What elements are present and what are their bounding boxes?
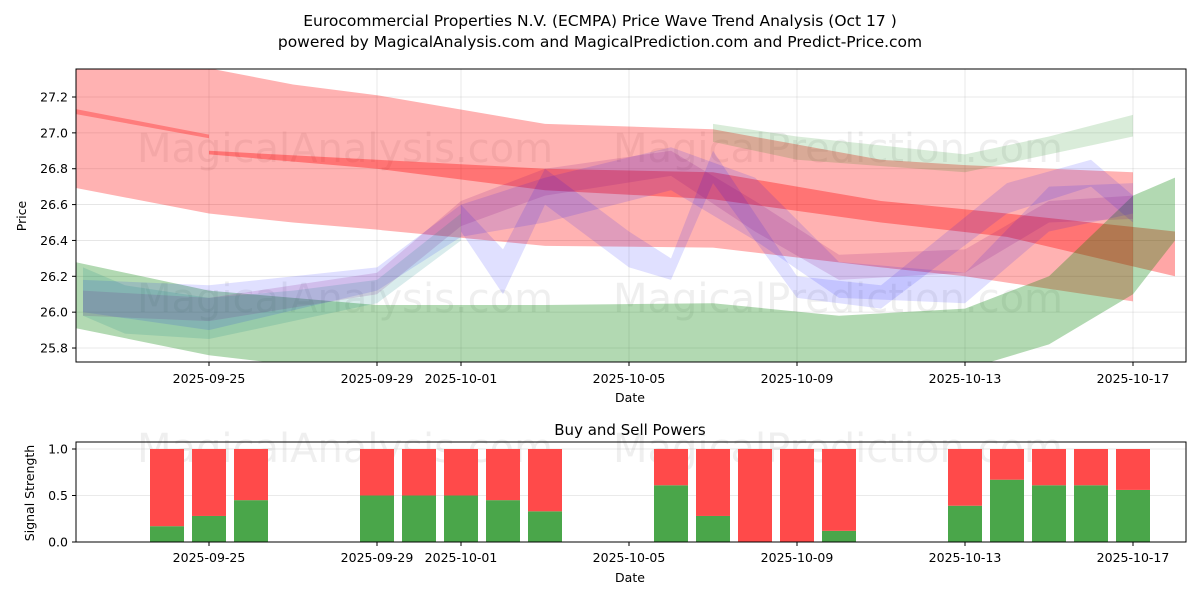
sell-power-bar bbox=[822, 449, 856, 531]
signal-y-ticks: 0.0 0.5 1.0 bbox=[48, 442, 76, 550]
green-upper-band bbox=[713, 114, 1133, 173]
signal-axes-frame bbox=[75, 441, 1187, 543]
buy-power-bar bbox=[150, 526, 184, 542]
sell-power-bar bbox=[444, 449, 478, 496]
buy-power-bar bbox=[990, 479, 1024, 542]
signal-x-tick-label: 2025-10-05 bbox=[593, 550, 666, 565]
buy-power-bar bbox=[402, 495, 436, 542]
sell-power-bar bbox=[948, 449, 982, 506]
price-y-tick-label: 26.2 bbox=[40, 269, 68, 284]
buy-power-bar bbox=[360, 495, 394, 542]
buy-power-bar bbox=[1074, 485, 1108, 542]
signal-x-tick-label: 2025-10-09 bbox=[761, 550, 834, 565]
sell-power-bar bbox=[528, 449, 562, 512]
signal-y-tick-label: 1.0 bbox=[48, 442, 68, 457]
buy-power-bar bbox=[1032, 485, 1066, 542]
price-axes-frame bbox=[75, 68, 1187, 363]
price-y-tick-label: 27.0 bbox=[40, 125, 68, 140]
green-lower-band bbox=[76, 177, 1175, 362]
signal-x-tick-label: 2025-10-13 bbox=[929, 550, 1002, 565]
price-y-tick-label: 26.6 bbox=[40, 197, 68, 212]
price-y-ticks: 25.8 26.0 26.2 26.4 26.6 26.8 27.0 27.2 bbox=[40, 90, 76, 356]
chart-title: Eurocommercial Properties N.V. (ECMPA) P… bbox=[303, 12, 897, 30]
buy-power-bar bbox=[948, 505, 982, 542]
signal-y-tick-label: 0.5 bbox=[48, 488, 68, 503]
price-x-ticks: 2025-09-25 2025-09-29 2025-10-01 2025-10-05… bbox=[173, 362, 1170, 386]
signal-bars bbox=[150, 449, 1150, 542]
red-main-trend bbox=[209, 150, 1175, 277]
watermark-analysis-top: MagicalAnalysis.com bbox=[137, 126, 553, 172]
blue-wave-1 bbox=[83, 147, 1133, 331]
signal-x-ticks: 2025-09-25 2025-09-29 2025-10-01 2025-10-05… bbox=[173, 542, 1170, 565]
sell-power-bar bbox=[738, 449, 772, 542]
price-y-tick-label: 26.4 bbox=[40, 233, 68, 248]
buy-power-bar bbox=[444, 495, 478, 542]
sell-power-bar bbox=[192, 449, 226, 516]
signal-x-label: Date bbox=[615, 570, 645, 585]
sell-power-bar bbox=[360, 449, 394, 496]
signal-y-label: Signal Strength bbox=[22, 445, 37, 541]
price-x-tick-label: 2025-09-29 bbox=[341, 371, 414, 386]
sell-power-bar bbox=[234, 449, 268, 501]
buy-power-bar bbox=[696, 515, 730, 542]
buy-power-bar bbox=[822, 530, 856, 542]
sell-power-bar bbox=[1032, 449, 1066, 486]
buy-power-bar bbox=[234, 500, 268, 542]
sell-power-bar bbox=[486, 449, 520, 501]
red-upper-band-2 bbox=[76, 109, 209, 139]
sell-power-bar bbox=[696, 449, 730, 516]
signal-x-tick-label: 2025-10-17 bbox=[1097, 550, 1170, 565]
sell-power-bar bbox=[654, 449, 688, 486]
price-x-tick-label: 2025-10-09 bbox=[761, 371, 834, 386]
signal-chart-title: Buy and Sell Powers bbox=[554, 421, 706, 439]
price-x-tick-label: 2025-10-01 bbox=[425, 371, 498, 386]
buy-power-bar bbox=[528, 511, 562, 542]
sell-power-bar bbox=[990, 449, 1024, 480]
watermark-prediction-bottom: MagicalPrediction.com bbox=[613, 276, 1063, 322]
signal-chart: Buy and Sell Powers MagicalAnalysis.com … bbox=[22, 421, 1187, 585]
price-grid bbox=[76, 69, 1186, 362]
price-y-tick-label: 25.8 bbox=[40, 341, 68, 356]
teal-wave bbox=[83, 213, 461, 340]
price-x-tick-label: 2025-10-13 bbox=[929, 371, 1002, 386]
signal-x-tick-label: 2025-10-01 bbox=[425, 550, 498, 565]
sell-power-bar bbox=[1074, 449, 1108, 486]
price-y-tick-label: 27.2 bbox=[40, 90, 68, 105]
price-x-tick-label: 2025-10-17 bbox=[1097, 371, 1170, 386]
watermark-prediction-top: MagicalPrediction.com bbox=[613, 126, 1063, 172]
watermark-analysis-bottom: MagicalAnalysis.com bbox=[137, 276, 553, 322]
signal-x-tick-label: 2025-09-29 bbox=[341, 550, 414, 565]
price-chart: MagicalAnalysis.com MagicalPrediction.co… bbox=[14, 68, 1187, 405]
price-y-tick-label: 26.0 bbox=[40, 305, 68, 320]
price-x-label: Date bbox=[615, 390, 645, 405]
purple-wave bbox=[83, 150, 1133, 322]
buy-power-bar bbox=[1116, 489, 1150, 542]
buy-power-bar bbox=[654, 485, 688, 542]
price-y-label: Price bbox=[14, 200, 29, 231]
chart-subtitle: powered by MagicalAnalysis.com and Magic… bbox=[278, 33, 922, 51]
price-x-tick-label: 2025-10-05 bbox=[593, 371, 666, 386]
sell-power-bar bbox=[1116, 449, 1150, 490]
price-watermarks: MagicalAnalysis.com MagicalPrediction.co… bbox=[137, 126, 1063, 322]
price-y-tick-label: 26.8 bbox=[40, 161, 68, 176]
red-upper-band bbox=[76, 69, 1133, 302]
price-x-tick-label: 2025-09-25 bbox=[173, 371, 246, 386]
buy-power-bar bbox=[192, 515, 226, 542]
sell-power-bar bbox=[150, 449, 184, 527]
sell-power-bar bbox=[402, 449, 436, 496]
signal-y-tick-label: 0.0 bbox=[48, 535, 68, 550]
sell-power-bar bbox=[780, 449, 814, 542]
blue-wave-2 bbox=[461, 150, 1133, 309]
price-bands bbox=[76, 69, 1175, 362]
buy-power-bar bbox=[486, 500, 520, 542]
signal-x-tick-label: 2025-09-25 bbox=[173, 550, 246, 565]
